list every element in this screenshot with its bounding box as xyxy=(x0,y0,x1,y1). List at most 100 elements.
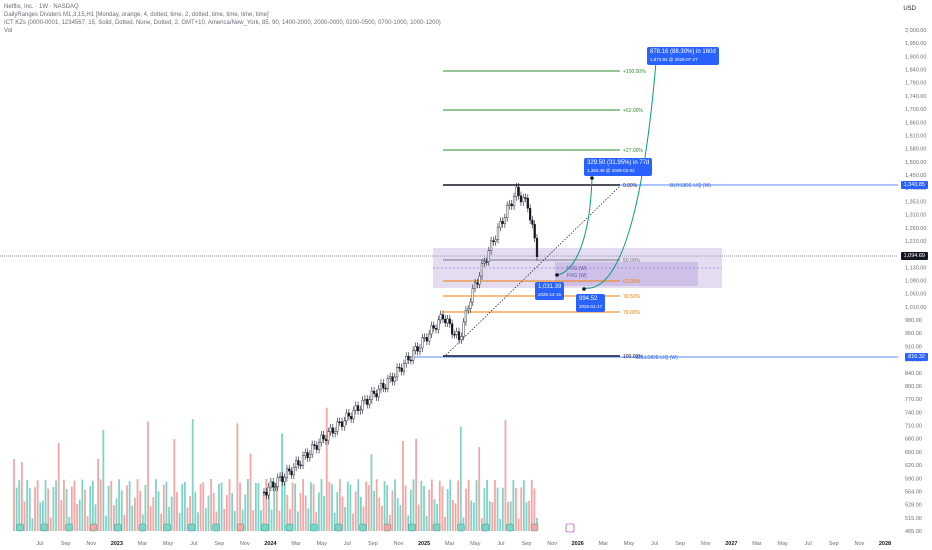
volume-bar xyxy=(128,481,131,531)
candle xyxy=(526,198,529,209)
volume-bar xyxy=(118,479,121,531)
volume-bar xyxy=(367,484,370,531)
y-tick-label: 1,010.00 xyxy=(905,305,926,311)
candle xyxy=(412,350,415,361)
indicator-daily-ranges[interactable]: DailyRanges Dividers M1,3,15,H1 [Monday,… xyxy=(4,12,269,18)
y-tick-label: 1,450.00 xyxy=(905,173,926,179)
volume-bar xyxy=(299,492,302,531)
projection-paths xyxy=(445,60,658,356)
volume-bar xyxy=(333,512,336,531)
volume-bar xyxy=(425,516,428,531)
volume-bar xyxy=(515,487,517,531)
indicator-volume[interactable]: Vol xyxy=(4,28,13,34)
candle xyxy=(414,346,417,351)
candle xyxy=(317,442,321,450)
volume-bar xyxy=(252,510,255,531)
volume-bar xyxy=(223,508,226,531)
candle xyxy=(370,390,373,400)
candle xyxy=(446,318,449,324)
candle xyxy=(391,376,394,382)
candle xyxy=(478,275,481,285)
volume-bar xyxy=(18,480,21,531)
candle xyxy=(423,337,426,339)
volume-bar xyxy=(31,518,34,531)
volume-bar xyxy=(365,481,368,531)
projection-path-long xyxy=(583,61,657,289)
volume-bar xyxy=(396,498,399,531)
volume-bar xyxy=(78,499,81,531)
candle xyxy=(437,319,440,330)
volume-bar xyxy=(60,500,63,531)
volume-bar xyxy=(168,506,170,531)
candle xyxy=(398,367,401,369)
indicator-ict-killzones[interactable]: ICT KZs (0000-0001, 1234567, 15, Solid, … xyxy=(4,20,441,26)
volume-bar xyxy=(91,480,94,531)
volume-bar xyxy=(94,504,97,531)
x-tick-label: 2023 xyxy=(111,541,123,547)
volume-bar xyxy=(391,490,394,531)
x-tick-label: Mar xyxy=(752,541,762,547)
candle xyxy=(430,325,433,335)
y-tick-label: 710.00 xyxy=(905,424,922,430)
volume-bar xyxy=(509,501,512,531)
x-tick-label: Jul xyxy=(651,541,658,547)
candle xyxy=(267,486,270,496)
candle xyxy=(340,421,344,427)
candle xyxy=(338,421,341,424)
volume-bar xyxy=(105,515,107,531)
volume-bar xyxy=(496,487,499,531)
projection-1-headline: 878.16 (88.30%) in 160d xyxy=(650,49,716,55)
volume-bar xyxy=(381,505,383,531)
volume-bar xyxy=(212,492,215,531)
y-tick-label: 1,090.00 xyxy=(905,279,926,285)
volume-bar xyxy=(13,459,15,531)
volume-bar xyxy=(23,501,26,531)
candle xyxy=(400,367,403,372)
y-tick-label: 1,500.00 xyxy=(905,160,926,166)
candle xyxy=(290,470,293,476)
volume-bar xyxy=(197,512,199,531)
candle xyxy=(485,261,488,263)
x-tick-label: Jul xyxy=(190,541,197,547)
volume-bar xyxy=(517,518,520,531)
volume-bar xyxy=(383,481,386,531)
projection-3-sub: 2025-12-15 xyxy=(538,292,562,297)
y-tick-label: 1,353.00 xyxy=(905,199,926,205)
x-tick-label: May xyxy=(163,541,174,547)
volume-bar xyxy=(99,479,102,531)
x-tick-label: Mar xyxy=(291,541,301,547)
volume-bar xyxy=(407,515,410,531)
candle xyxy=(451,323,454,335)
event-marker xyxy=(506,523,514,532)
volume-bar xyxy=(465,488,467,531)
fib-label: +62.00% xyxy=(623,108,643,114)
y-tick-label: 2,000.00 xyxy=(905,28,926,34)
candle xyxy=(384,387,387,390)
candle xyxy=(432,325,435,329)
volume-bar xyxy=(388,514,391,531)
x-tick-label: May xyxy=(624,541,635,547)
candle xyxy=(496,226,500,240)
candle xyxy=(272,481,275,488)
projection-2-sub: 1,360.49 @ 2026-03-02 xyxy=(587,168,635,173)
candle xyxy=(292,466,295,476)
volume-bar xyxy=(467,479,470,531)
volume-bar xyxy=(438,480,441,531)
symbol-title[interactable]: Netflix, Inc. · 1W · NASDAQ xyxy=(4,4,79,10)
event-marker xyxy=(310,523,318,532)
volume-bar xyxy=(152,497,155,531)
y-tick-label: 680.00 xyxy=(905,437,922,443)
candle xyxy=(434,328,438,330)
candle xyxy=(315,445,318,450)
volume-bar xyxy=(170,496,173,531)
x-tick-label: Nov xyxy=(86,541,96,547)
y-tick-label: 1,210.00 xyxy=(905,239,926,245)
volume-bar xyxy=(268,494,270,531)
x-tick-label: Mar xyxy=(599,541,609,547)
projection-point xyxy=(590,176,594,180)
fvg-label: FVG (W) xyxy=(567,266,587,272)
candle xyxy=(395,367,399,378)
candle xyxy=(393,376,396,382)
candle xyxy=(421,337,424,349)
